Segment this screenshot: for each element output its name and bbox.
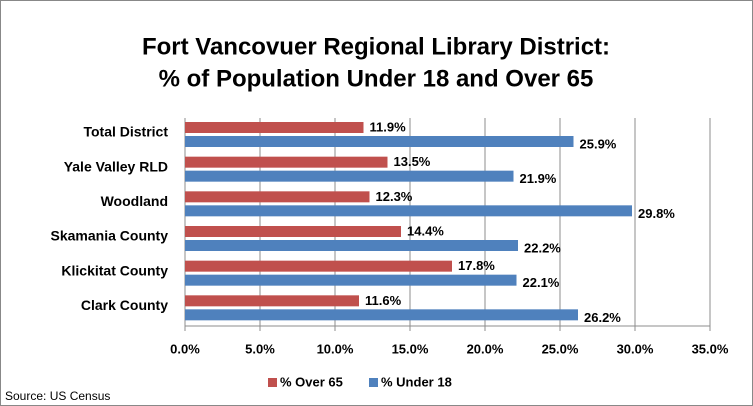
legend-label: % Over 65 [280,374,343,389]
bar [185,295,359,307]
bar [185,122,364,133]
x-tick-label: 25.0% [542,341,579,356]
data-label: 13.5% [394,154,431,169]
y-tick-label: Clark County [81,297,168,313]
y-tick-label: Yale Valley RLD [64,158,168,174]
x-tick-label: 15.0% [392,341,429,356]
legend-swatch [268,378,277,387]
x-tick-label: 35.0% [692,341,729,356]
bar [185,205,632,217]
data-label: 17.8% [458,258,495,273]
x-tick-label: 5.0% [245,341,275,356]
data-label: 21.9% [520,171,557,186]
y-tick-label: Skamania County [51,228,169,244]
chart-title: Fort Vancovuer Regional Library District… [142,33,610,60]
legend-swatch [369,378,378,387]
x-tick-label: 0.0% [170,341,200,356]
y-tick-label: Klickitat County [61,262,168,278]
bar [185,136,574,147]
data-label: 12.3% [376,189,413,204]
chart-title: % of Population Under 18 and Over 65 [159,65,594,92]
data-label: 22.2% [524,240,561,255]
bar [185,260,452,272]
data-label: 26.2% [584,310,621,325]
bar [185,156,388,168]
y-tick-label: Total District [83,124,168,140]
bar [185,274,517,286]
bar [185,240,518,251]
data-label: 11.6% [365,293,402,308]
data-label: 11.9% [370,119,407,134]
bar [185,226,401,237]
x-tick-label: 20.0% [467,341,504,356]
x-tick-label: 30.0% [617,341,654,356]
y-tick-label: Woodland [101,193,168,209]
x-tick-label: 10.0% [317,341,354,356]
data-label: 29.8% [638,206,675,221]
source-note: Source: US Census [5,389,110,403]
data-label: 22.1% [523,275,560,290]
bar [185,191,370,203]
bar [185,309,578,321]
data-label: 25.9% [580,136,617,151]
data-label: 14.4% [407,223,444,238]
legend-label: % Under 18 [381,374,452,389]
bar [185,170,514,182]
